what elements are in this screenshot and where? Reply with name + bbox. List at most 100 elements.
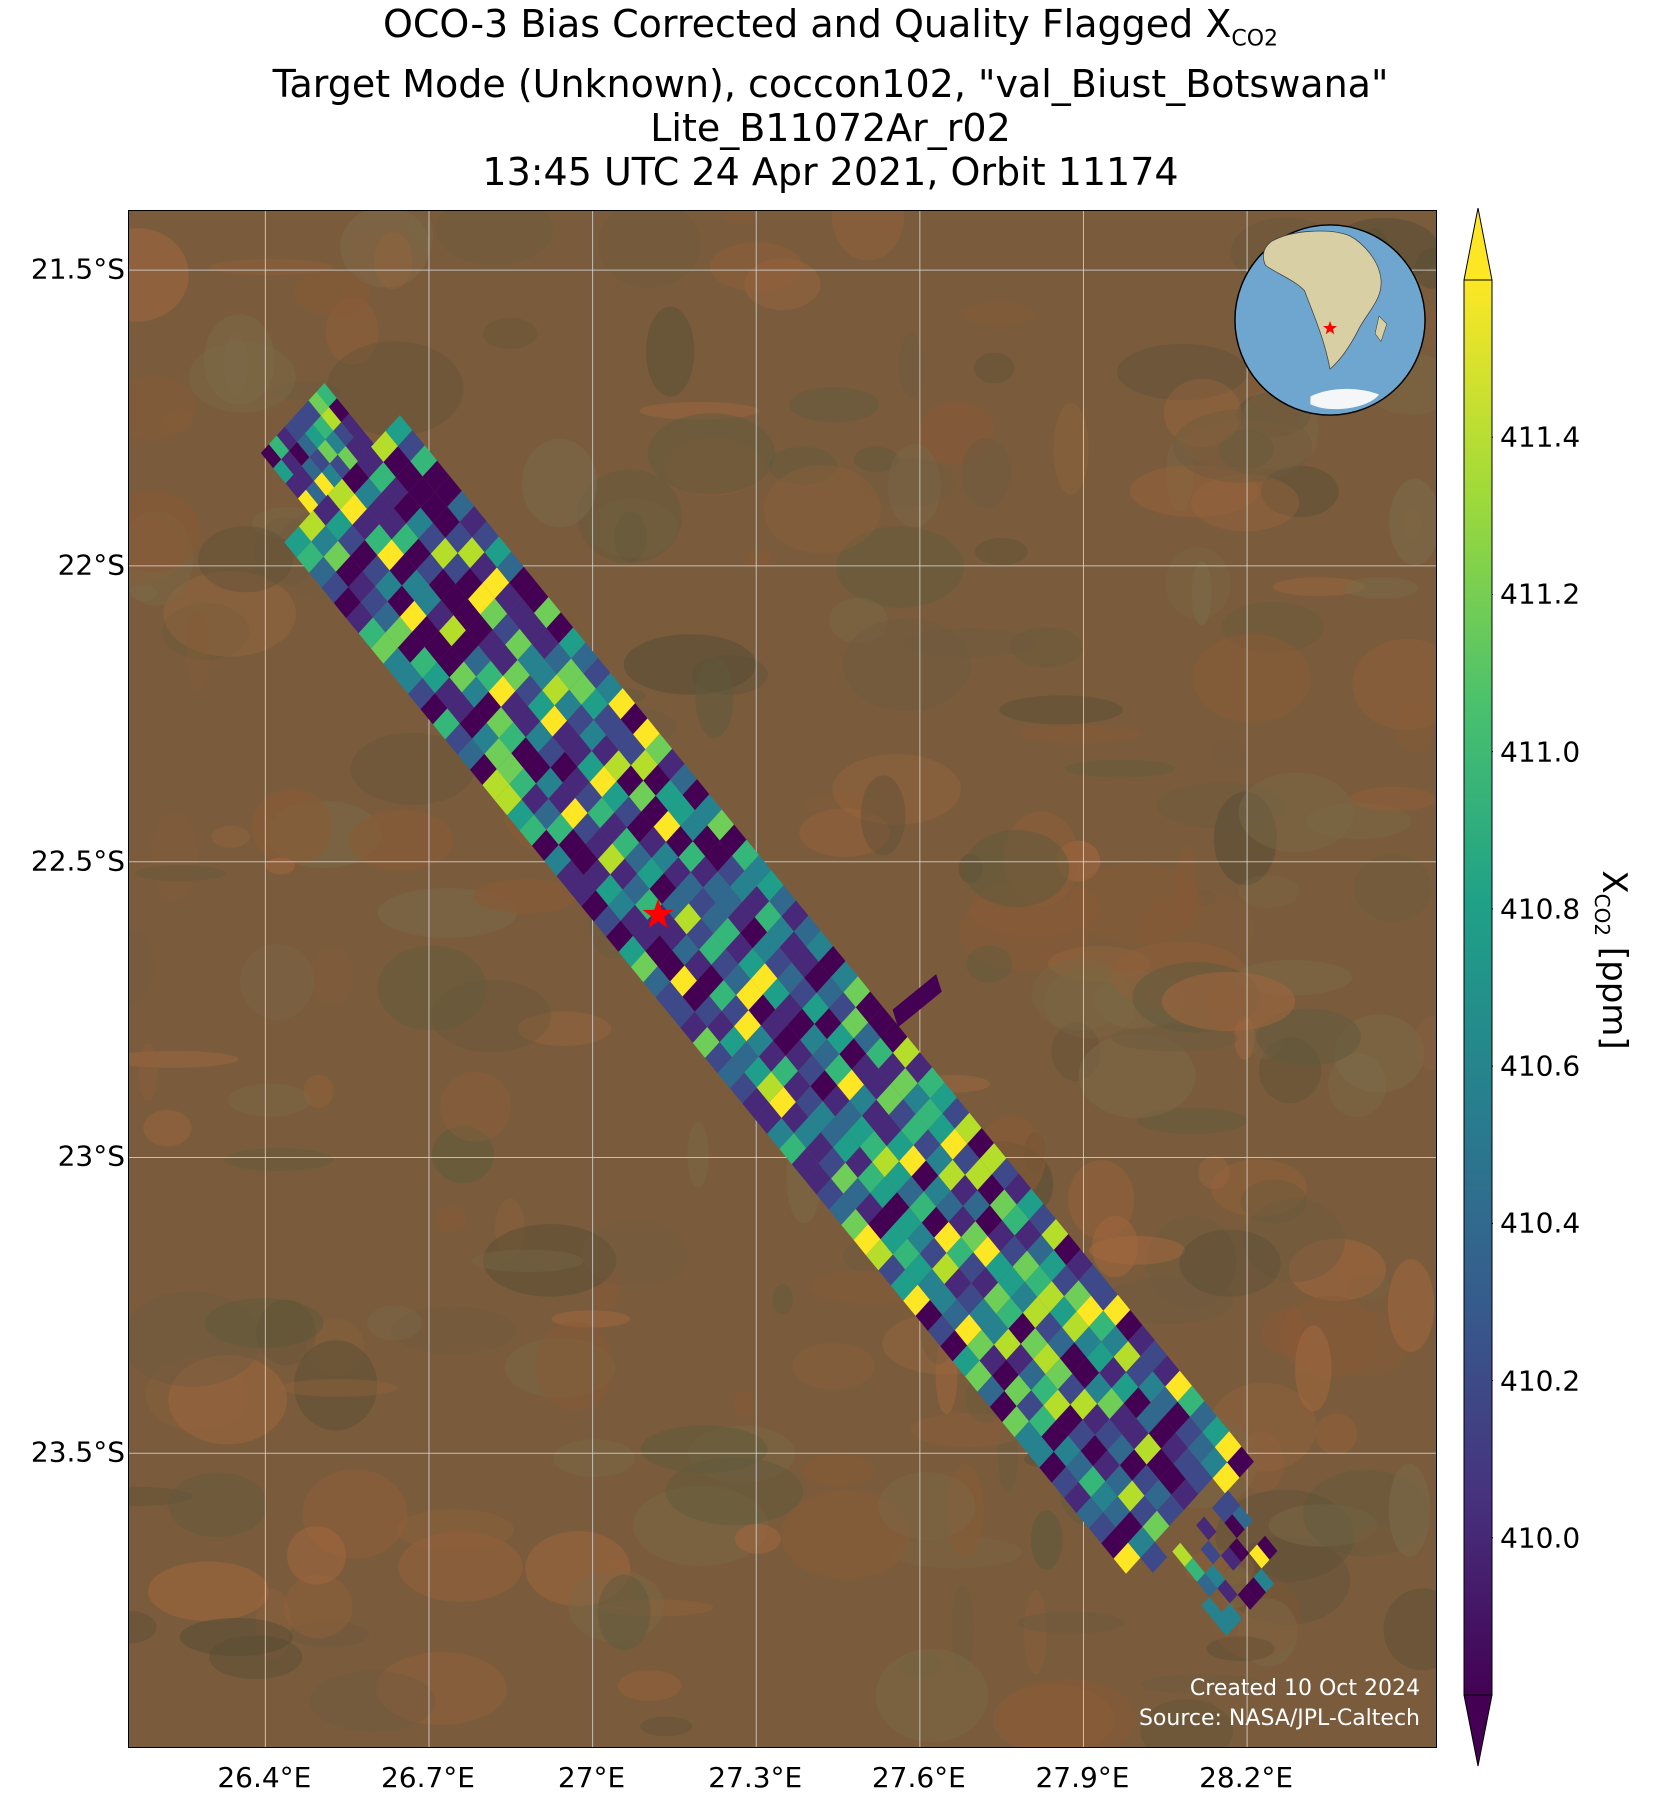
madagascar [1374, 315, 1388, 343]
sounding-pixel [694, 995, 722, 1027]
sounding-pixel [958, 1252, 986, 1284]
sounding-pixel [305, 481, 327, 505]
sounding-pixel [901, 1114, 928, 1146]
sounding-pixel [606, 920, 633, 952]
sounding-pixel [321, 463, 343, 488]
sounding-pixel [595, 874, 623, 906]
sounding-pixel [420, 491, 448, 523]
sounding-pixel [760, 1009, 788, 1041]
sounding-pixel [954, 1112, 982, 1144]
y-tick-label: 21.5°S [30, 252, 125, 286]
sounding-pixel [862, 1099, 889, 1131]
sounding-pixel [907, 1222, 935, 1254]
sounding-pixel [946, 1237, 974, 1269]
sounding-pixel [909, 1191, 937, 1223]
sounding-pixel [1212, 1462, 1240, 1494]
sounding-pixel [1111, 1372, 1139, 1404]
map-canvas [129, 211, 1436, 1747]
sounding-pixel [948, 1206, 976, 1238]
sounding-pixel [934, 1221, 961, 1253]
sounding-pixel [548, 782, 576, 814]
sounding-pixel [465, 614, 493, 646]
sounding-pixel [461, 676, 489, 708]
sounding-pixel [866, 1239, 893, 1271]
colorbar-title: XCO2 [ppm] [1590, 870, 1634, 1050]
sounding-pixel [696, 964, 724, 996]
sounding-pixel [289, 442, 310, 466]
sounding-pixel [451, 630, 479, 662]
sounding-pixel [364, 524, 392, 556]
title-line-1: OCO-3 Bias Corrected and Quality Flagged… [382, 2, 1279, 52]
sounding-pixel [892, 1238, 920, 1270]
sounding-pixel [1177, 1385, 1205, 1417]
sounding-pixel [552, 720, 580, 752]
sounding-pixel [581, 890, 609, 922]
sounding-pixel [800, 1024, 827, 1056]
sounding-pixel [787, 1008, 815, 1040]
sounding-pixel [519, 814, 547, 846]
sounding-pixel [1202, 1416, 1230, 1448]
sounding-pixel [880, 1223, 908, 1255]
sounding-pixel [1066, 1249, 1093, 1281]
sounding-pixel [401, 569, 429, 601]
sounding-pixel [884, 1161, 912, 1193]
sounding-pixel [397, 430, 425, 462]
sounding-pixel [569, 875, 596, 907]
sounding-pixel [1220, 1490, 1241, 1515]
sounding-pixel [950, 1174, 978, 1206]
colorbar-tick-label: 410.4 [1500, 1206, 1581, 1240]
sounding-pixel [1024, 1266, 1052, 1297]
sounding-pixel [480, 598, 508, 630]
sounding-pixel [1126, 1356, 1153, 1388]
target-site-star-icon[interactable] [642, 898, 674, 928]
sounding-pixel [1142, 1510, 1170, 1542]
sounding-pixel [723, 964, 751, 996]
sounding-pixel [486, 707, 514, 738]
sounding-pixel [1128, 1526, 1155, 1558]
sounding-pixel [890, 1269, 918, 1301]
sounding-pixel [1022, 1297, 1050, 1329]
sounding-pixel [439, 615, 466, 647]
sounding-pixel [616, 765, 644, 797]
sounding-pixel [482, 769, 510, 801]
sounding-pixel [320, 407, 342, 431]
sounding-pixel [779, 1133, 807, 1165]
sounding-pixel [719, 1026, 747, 1058]
sounding-pixel [991, 1158, 1019, 1190]
sounding-pixel [1163, 1401, 1190, 1433]
sounding-pixel [769, 885, 796, 917]
sounding-pixel [583, 859, 611, 891]
x-tick-label: 27.3°E [708, 1761, 803, 1794]
sounding-pixel [913, 1129, 941, 1161]
sounding-pixel [614, 796, 642, 828]
sounding-pixel [612, 827, 640, 859]
sounding-pixel [775, 993, 803, 1025]
sounding-pixel [915, 1098, 943, 1130]
sounding-pixel [686, 918, 714, 950]
title-line-3: Lite_B11072Ar_r02 [650, 105, 1011, 150]
sounding-pixel [1136, 1402, 1164, 1434]
sounding-pixel [746, 1025, 774, 1057]
sounding-pixel [544, 643, 572, 675]
sounding-pixel [564, 735, 592, 767]
sounding-pixel [1055, 1404, 1083, 1436]
sounding-pixel [1107, 1434, 1135, 1466]
sounding-pixel [531, 829, 559, 861]
sounding-pixel [635, 889, 662, 920]
sounding-pixel [1113, 1341, 1141, 1373]
sounding-pixel [730, 870, 757, 902]
sounding-pixel [346, 602, 373, 634]
sounding-pixel [410, 647, 437, 679]
sounding-pixel [1113, 1542, 1141, 1574]
sounding-pixel [1049, 1296, 1077, 1328]
sounding-pixel [927, 1315, 955, 1347]
sounding-pixel [312, 415, 334, 440]
sounding-pixel [917, 1268, 945, 1300]
sounding-pixel [923, 1175, 951, 1207]
map-panel[interactable]: Created 10 Oct 2024 Source: NASA/JPL-Cal… [128, 210, 1437, 1748]
sounding-pixel [701, 902, 728, 934]
sounding-pixel [748, 994, 776, 1026]
sounding-pixel [496, 753, 524, 785]
sounding-pixel [928, 1113, 955, 1145]
sounding-pixel [878, 1254, 906, 1286]
